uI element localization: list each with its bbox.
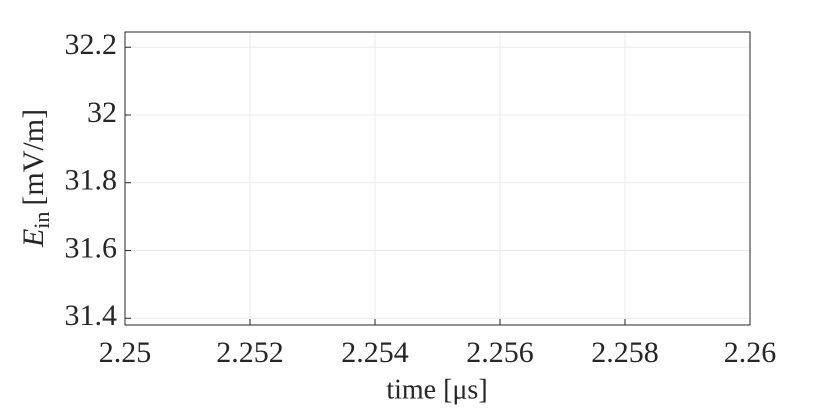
axes-box — [124, 31, 751, 326]
x-tick-label: 2.256 — [466, 336, 534, 369]
x-tick-label: 2.26 — [724, 336, 777, 369]
y-tick-label: 31.8 — [65, 164, 118, 197]
x-tick-label: 2.254 — [341, 336, 409, 369]
x-axis-label: time [μs] — [386, 374, 487, 405]
y-tick-label: 32 — [87, 96, 117, 129]
x-tick-label: 2.252 — [216, 336, 284, 369]
y-label-unit: [mV/m] — [17, 109, 50, 206]
x-tick-label: 2.25 — [99, 336, 152, 369]
y-tick-label: 31.4 — [65, 299, 118, 332]
y-axis-label: Ein [mV/m] — [17, 109, 54, 248]
y-tick-label: 31.6 — [65, 231, 118, 264]
y-label-subscript: in — [29, 212, 54, 229]
y-tick-label: 32.2 — [65, 28, 118, 61]
x-tick-label: 2.258 — [591, 336, 659, 369]
y-label-symbol: E — [17, 229, 50, 248]
